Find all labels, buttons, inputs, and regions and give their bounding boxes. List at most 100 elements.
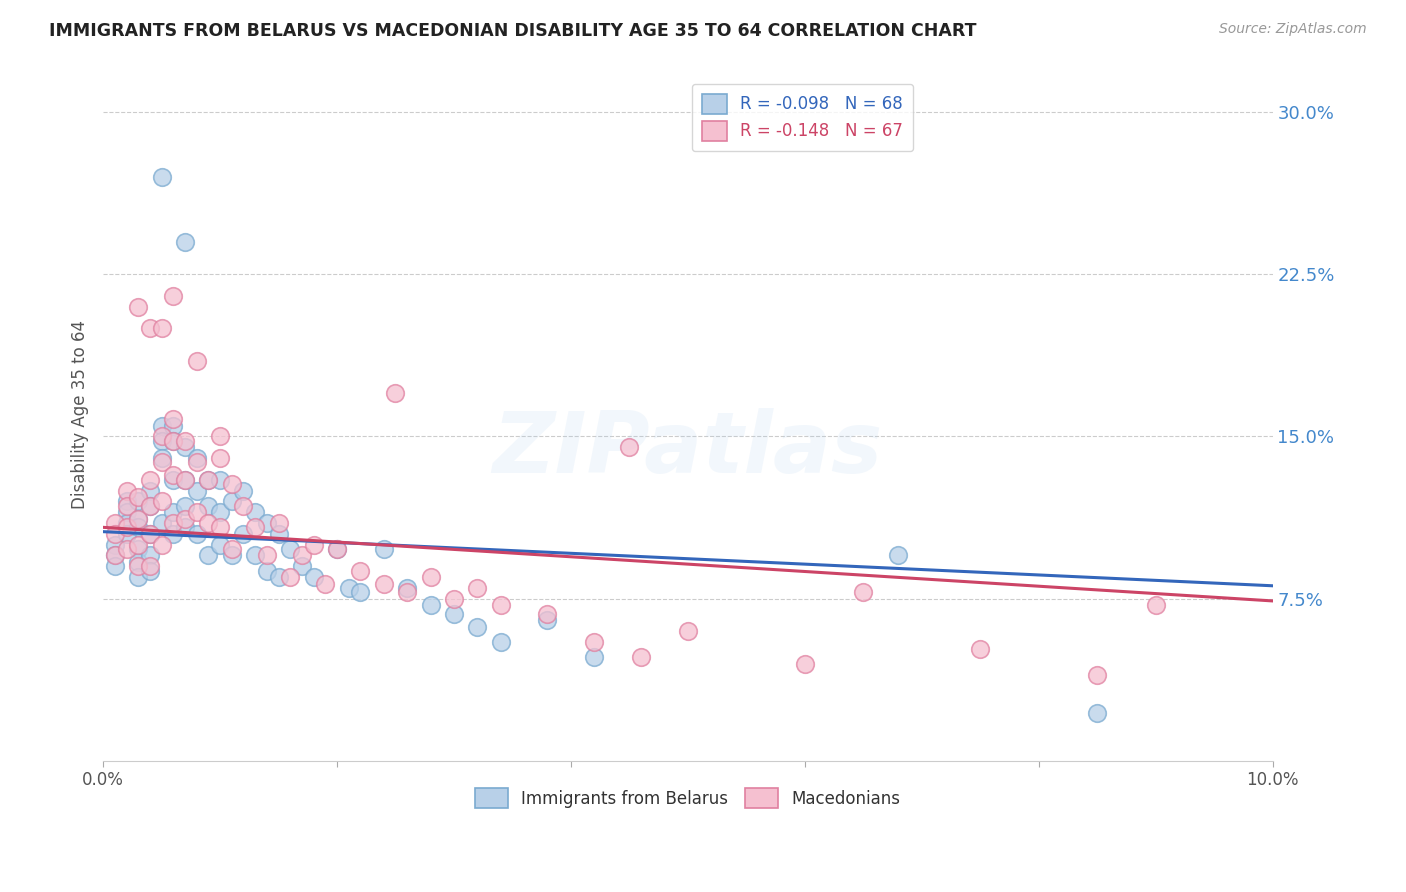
Point — [127, 511, 149, 525]
Point — [373, 576, 395, 591]
Y-axis label: Disability Age 35 to 64: Disability Age 35 to 64 — [72, 320, 89, 509]
Point — [150, 516, 173, 530]
Point — [104, 549, 127, 563]
Point — [150, 494, 173, 508]
Point — [396, 581, 419, 595]
Point — [174, 434, 197, 448]
Point — [209, 473, 232, 487]
Point — [232, 499, 254, 513]
Point — [186, 455, 208, 469]
Point — [221, 549, 243, 563]
Point — [221, 494, 243, 508]
Point — [174, 520, 197, 534]
Point — [489, 635, 512, 649]
Point — [186, 353, 208, 368]
Point — [852, 585, 875, 599]
Point — [150, 451, 173, 466]
Point — [267, 526, 290, 541]
Point — [104, 526, 127, 541]
Point — [115, 494, 138, 508]
Point — [209, 520, 232, 534]
Point — [150, 434, 173, 448]
Point — [197, 473, 219, 487]
Point — [127, 555, 149, 569]
Point — [127, 541, 149, 556]
Point — [104, 549, 127, 563]
Point — [302, 570, 325, 584]
Point — [127, 538, 149, 552]
Point — [115, 499, 138, 513]
Point — [197, 516, 219, 530]
Point — [443, 607, 465, 621]
Point — [174, 235, 197, 249]
Point — [174, 473, 197, 487]
Point — [536, 614, 558, 628]
Point — [243, 505, 266, 519]
Point — [232, 526, 254, 541]
Point — [209, 505, 232, 519]
Point — [443, 591, 465, 606]
Point — [465, 620, 488, 634]
Point — [583, 635, 606, 649]
Point — [162, 473, 184, 487]
Point — [139, 559, 162, 574]
Point — [174, 440, 197, 454]
Point — [1144, 599, 1167, 613]
Point — [221, 541, 243, 556]
Point — [186, 483, 208, 498]
Point — [291, 549, 314, 563]
Point — [150, 429, 173, 443]
Point — [162, 434, 184, 448]
Point — [115, 516, 138, 530]
Point — [793, 657, 815, 671]
Point — [209, 538, 232, 552]
Point — [127, 559, 149, 574]
Point — [139, 473, 162, 487]
Point — [349, 564, 371, 578]
Point — [337, 581, 360, 595]
Point — [630, 650, 652, 665]
Point — [1085, 706, 1108, 721]
Point — [115, 520, 138, 534]
Point — [139, 499, 162, 513]
Point — [419, 570, 441, 584]
Point — [314, 576, 336, 591]
Point — [302, 538, 325, 552]
Point — [104, 516, 127, 530]
Point — [127, 490, 149, 504]
Point — [969, 641, 991, 656]
Point — [162, 434, 184, 448]
Point — [887, 549, 910, 563]
Point — [489, 599, 512, 613]
Point — [174, 499, 197, 513]
Point — [150, 169, 173, 184]
Point — [243, 549, 266, 563]
Point — [256, 564, 278, 578]
Point — [326, 541, 349, 556]
Point — [419, 599, 441, 613]
Point — [104, 538, 127, 552]
Point — [162, 505, 184, 519]
Point — [139, 526, 162, 541]
Point — [186, 505, 208, 519]
Point — [115, 483, 138, 498]
Point — [115, 505, 138, 519]
Point — [127, 494, 149, 508]
Point — [139, 526, 162, 541]
Point — [162, 526, 184, 541]
Point — [162, 516, 184, 530]
Point — [162, 468, 184, 483]
Point — [278, 541, 301, 556]
Text: Source: ZipAtlas.com: Source: ZipAtlas.com — [1219, 22, 1367, 37]
Point — [150, 418, 173, 433]
Point — [256, 516, 278, 530]
Point — [583, 650, 606, 665]
Legend: Immigrants from Belarus, Macedonians: Immigrants from Belarus, Macedonians — [468, 781, 907, 815]
Point — [186, 526, 208, 541]
Point — [221, 477, 243, 491]
Point — [174, 511, 197, 525]
Point — [373, 541, 395, 556]
Point — [396, 585, 419, 599]
Point — [676, 624, 699, 639]
Point — [127, 520, 149, 534]
